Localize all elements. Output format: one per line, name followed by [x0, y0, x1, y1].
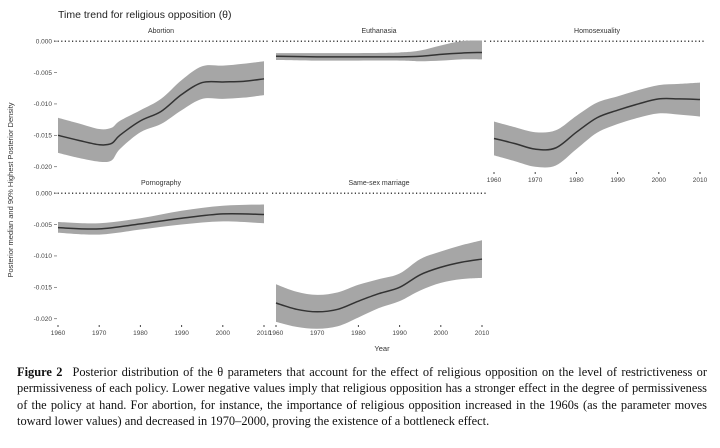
- y-tick-label: -0.015: [34, 285, 53, 292]
- x-tick-label: 1970: [310, 330, 325, 337]
- x-axis-label: Year: [374, 344, 390, 353]
- caption-label: Figure 2: [17, 365, 63, 379]
- hpd-ribbon: [58, 204, 264, 235]
- median-line: [275, 51, 483, 58]
- x-tick-label: 1980: [351, 330, 366, 337]
- x-tick-label: 2010: [693, 177, 708, 184]
- x-tick-label: 1960: [269, 330, 284, 337]
- x-tick-label: 1980: [133, 330, 148, 337]
- x-tick-label: 1990: [174, 330, 189, 337]
- y-tick-label: -0.015: [34, 133, 53, 140]
- panel-pornography: Pornography 0.000 -0.005 -0.010 -0.015 -0.020: [34, 180, 268, 323]
- median-line: [57, 212, 265, 230]
- chart-title: Time trend for religious opposition (θ): [58, 9, 232, 21]
- panel-title: Same-sex marriage: [348, 180, 409, 187]
- y-axis-label: Posterior median and 90% Highest Posteri…: [6, 102, 15, 277]
- x-tick-label: 1960: [51, 330, 66, 337]
- panel-title: Euthanasia: [361, 28, 396, 35]
- x-tick-label: 1980: [569, 177, 584, 184]
- x-tick-label: 2000: [216, 330, 231, 337]
- y-tick-label: -0.010: [34, 253, 53, 260]
- y-tick-label: -0.010: [34, 101, 53, 108]
- x-tick-label: 1960: [487, 177, 502, 184]
- panel-abortion: Abortion 0.000 -0.005 -0.010 -0.015 -0.020 196…: [34, 28, 272, 337]
- x-tick-label: 2010: [257, 330, 272, 337]
- x-tick-label: 2010: [475, 330, 490, 337]
- x-tick-label: 2000: [434, 330, 449, 337]
- y-tick-label: -0.020: [34, 164, 53, 171]
- y-tick-label: -0.005: [34, 222, 53, 229]
- x-tick-label: 1970: [528, 177, 543, 184]
- hpd-ribbon: [276, 240, 482, 329]
- y-tick-label: -0.020: [34, 316, 53, 323]
- panel-title: Pornography: [141, 180, 182, 187]
- median-line: [493, 97, 701, 151]
- panel-title: Homosexuality: [574, 28, 620, 35]
- y-tick-label: -0.005: [34, 70, 53, 77]
- caption-text: Posterior distribution of the θ paramete…: [17, 365, 707, 428]
- x-tick-label: 1990: [392, 330, 407, 337]
- x-tick-label: 1990: [610, 177, 625, 184]
- panels: Abortion 0.000 -0.005 -0.010 -0.015 -0.020 196…: [34, 28, 708, 337]
- panel-same-sex-marriage: Same-sex marriage: [272, 180, 486, 329]
- panel-title: Abortion: [148, 28, 174, 35]
- panel-homosexuality: Homosexuality 1960 1970 1980 1990 2000 2010: [487, 28, 708, 184]
- panel-euthanasia: Euthanasia 1960 1970 1980 1990 2000 2010: [269, 28, 490, 337]
- hpd-ribbon: [494, 82, 700, 168]
- hpd-ribbon: [276, 40, 482, 62]
- median-line: [57, 78, 265, 146]
- figure-caption: Figure 2 Posterior distribution of the θ …: [17, 364, 707, 429]
- x-tick-label: 2000: [652, 177, 667, 184]
- x-tick-label: 1970: [92, 330, 107, 337]
- faceted-chart: Time trend for religious opposition (θ) …: [6, 9, 708, 353]
- median-line: [275, 258, 483, 313]
- y-tick-label: 0.000: [36, 190, 53, 197]
- y-tick-label: 0.000: [36, 38, 53, 45]
